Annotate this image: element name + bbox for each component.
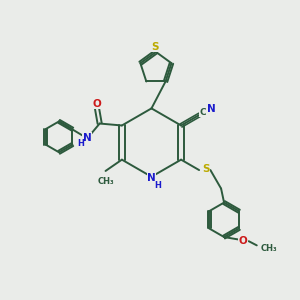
Text: S: S (152, 42, 159, 52)
Text: N: N (83, 133, 92, 143)
Text: O: O (92, 99, 101, 109)
Text: H: H (154, 181, 161, 190)
Text: O: O (238, 236, 247, 246)
Text: N: N (206, 104, 215, 114)
Text: H: H (77, 139, 84, 148)
Text: CH₃: CH₃ (261, 244, 277, 253)
Text: C: C (199, 108, 206, 117)
Text: N: N (147, 173, 156, 183)
Text: S: S (202, 164, 209, 175)
Text: CH₃: CH₃ (97, 177, 114, 186)
